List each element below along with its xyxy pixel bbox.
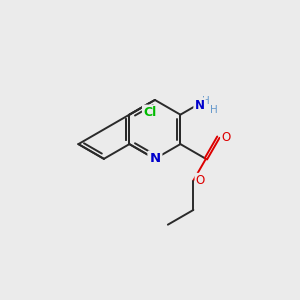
Text: N: N [149, 152, 161, 165]
Text: O: O [221, 131, 231, 144]
Text: O: O [196, 174, 205, 187]
Text: Cl: Cl [143, 106, 156, 119]
Text: H: H [210, 104, 218, 115]
Text: N: N [194, 99, 205, 112]
Text: H: H [202, 96, 209, 106]
